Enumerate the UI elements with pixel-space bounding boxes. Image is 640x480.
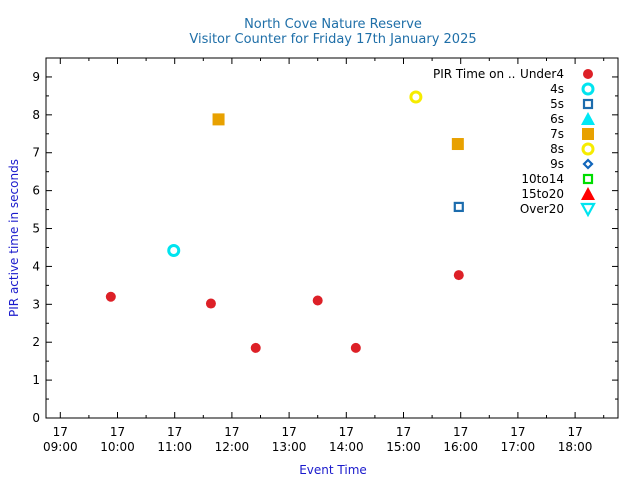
x-tick-time: 10:00 xyxy=(100,440,135,454)
y-tick-label: 3 xyxy=(32,297,40,311)
legend-label-8s: 8s xyxy=(550,142,564,156)
legend-marker-5s xyxy=(582,98,594,110)
y-tick-label: 0 xyxy=(32,411,40,425)
point-7s xyxy=(451,138,464,151)
point-7s xyxy=(212,113,225,126)
point-under4 xyxy=(250,342,261,353)
x-tick-day: 17 xyxy=(224,425,239,439)
legend-label-over20: Over20 xyxy=(520,202,564,216)
legend-label-under4: Under4 xyxy=(520,67,564,81)
x-tick-time: 14:00 xyxy=(329,440,364,454)
point-8s xyxy=(409,90,423,104)
x-tick-day: 17 xyxy=(453,425,468,439)
x-tick-time: 15:00 xyxy=(386,440,421,454)
legend-marker-over20 xyxy=(580,202,596,218)
point-under4 xyxy=(205,298,216,309)
legend-marker-15to20 xyxy=(581,187,595,200)
legend-marker-6s xyxy=(581,112,595,125)
y-tick-label: 8 xyxy=(32,108,40,122)
x-tick-time: 12:00 xyxy=(215,440,250,454)
point-under4 xyxy=(453,270,464,281)
point-under4 xyxy=(350,342,361,353)
x-axis-label: Event Time xyxy=(299,463,367,477)
legend-title: PIR Time on .. xyxy=(433,67,516,81)
x-tick-day: 17 xyxy=(53,425,68,439)
x-tick-day: 17 xyxy=(110,425,125,439)
legend-label-6s: 6s xyxy=(550,112,564,126)
x-tick-time: 17:00 xyxy=(501,440,536,454)
plot-area-border xyxy=(45,57,619,419)
y-tick-label: 7 xyxy=(32,146,40,160)
x-tick-day: 17 xyxy=(567,425,582,439)
chart-subtitle: Visitor Counter for Friday 17th January … xyxy=(189,32,476,47)
legend-marker-under4 xyxy=(583,69,593,79)
y-tick-label: 1 xyxy=(32,373,40,387)
x-tick-day: 17 xyxy=(396,425,411,439)
point-under4 xyxy=(105,291,116,302)
y-tick-label: 5 xyxy=(32,222,40,236)
legend-marker-7s xyxy=(582,128,594,140)
x-tick-time: 16:00 xyxy=(443,440,478,454)
x-axis: 1709:001710:001711:001712:001713:001714:… xyxy=(43,58,605,454)
point-under4 xyxy=(312,295,323,306)
x-tick-day: 17 xyxy=(281,425,296,439)
y-tick-label: 6 xyxy=(32,184,40,198)
y-tick-label: 4 xyxy=(32,259,40,273)
x-tick-time: 18:00 xyxy=(558,440,593,454)
legend-label-9s: 9s xyxy=(550,157,564,171)
y-tick-label: 2 xyxy=(32,335,40,349)
legend-label-7s: 7s xyxy=(550,127,564,141)
legend-marker-9s xyxy=(582,158,594,170)
x-tick-day: 17 xyxy=(167,425,182,439)
x-tick-time: 09:00 xyxy=(43,440,78,454)
y-axis: 0 1 2 3 4 5 6 7 8 9 xyxy=(32,70,618,425)
y-axis-label: PIR active time in seconds xyxy=(7,159,21,317)
y-tick-label: 9 xyxy=(32,70,40,84)
legend-marker-8s xyxy=(581,142,595,156)
legend-label-10to14: 10to14 xyxy=(521,172,564,186)
legend-marker-10to14 xyxy=(582,173,594,185)
legend-label-5s: 5s xyxy=(550,97,564,111)
legend-marker-4s xyxy=(581,82,595,96)
x-tick-day: 17 xyxy=(510,425,525,439)
x-tick-day: 17 xyxy=(339,425,354,439)
x-tick-time: 11:00 xyxy=(157,440,192,454)
legend: PIR Time on .. Under44s5s6s7s8s9s10to1415… xyxy=(433,67,596,218)
legend-label-15to20: 15to20 xyxy=(521,187,564,201)
data-points xyxy=(105,90,464,353)
chart-title: North Cove Nature Reserve xyxy=(244,17,422,32)
x-tick-time: 13:00 xyxy=(272,440,307,454)
point-4s xyxy=(167,244,181,258)
point-5s xyxy=(453,201,464,213)
legend-label-4s: 4s xyxy=(550,82,564,96)
